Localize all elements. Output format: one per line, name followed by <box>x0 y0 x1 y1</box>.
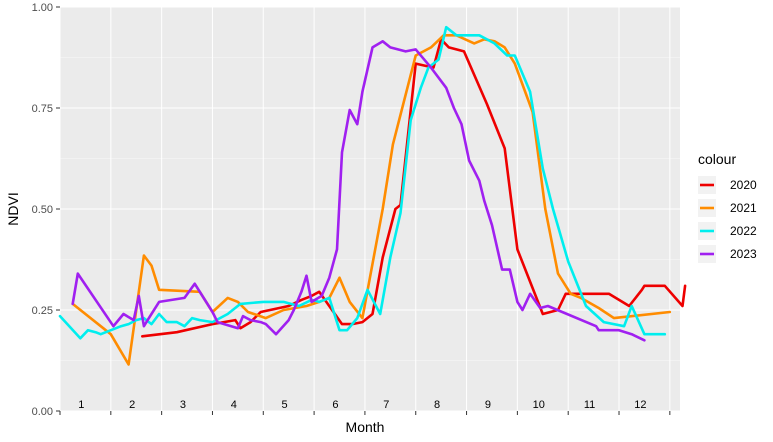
y-tick-label: 0.25 <box>32 305 53 317</box>
legend-item-2022: 2022 <box>698 222 757 240</box>
month-label: 8 <box>434 399 440 411</box>
month-label: 11 <box>584 399 595 411</box>
y-axis-title: NDVI <box>5 192 21 225</box>
legend-label: 2023 <box>730 247 757 261</box>
y-tick-label: 1.00 <box>32 2 53 14</box>
month-label: 1 <box>78 399 84 411</box>
series-lines <box>58 25 687 366</box>
y-tick-label: 0.00 <box>32 406 53 418</box>
series-line-2023 <box>71 39 646 342</box>
y-tick-label: 0.50 <box>32 204 53 216</box>
x-axis-title: Month <box>346 419 385 435</box>
legend-title: colour <box>698 151 736 167</box>
axes: 0.00 0.25 0.50 0.75 1.00 <box>32 2 671 418</box>
month-label: 6 <box>332 399 338 411</box>
month-label: 12 <box>634 399 646 411</box>
month-label: 3 <box>180 399 186 411</box>
legend-items: 2020 2021 2022 2023 <box>698 176 757 263</box>
legend: colour 2020 2021 2022 2023 <box>698 151 757 263</box>
y-tick-label: 0.75 <box>32 103 53 115</box>
legend-label: 2021 <box>730 201 757 215</box>
month-label: 5 <box>282 399 288 411</box>
legend-item-2023: 2023 <box>698 245 757 263</box>
month-label: 7 <box>383 399 389 411</box>
legend-item-2021: 2021 <box>698 199 757 217</box>
month-label: 10 <box>533 399 545 411</box>
month-label: 9 <box>485 399 491 411</box>
month-labels: 1 2 3 4 5 6 7 8 9 10 11 12 <box>78 399 646 411</box>
legend-label: 2022 <box>730 224 757 238</box>
month-label: 4 <box>231 399 237 411</box>
month-label: 2 <box>129 399 135 411</box>
legend-item-2020: 2020 <box>698 176 757 194</box>
grid-lines <box>59 6 680 412</box>
legend-label: 2020 <box>730 178 757 192</box>
series-line-2022 <box>58 25 667 340</box>
